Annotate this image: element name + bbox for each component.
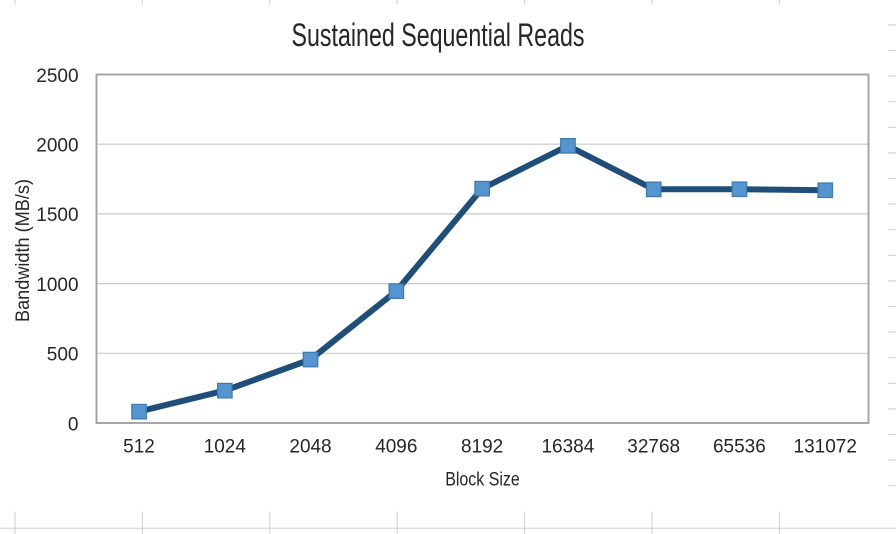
svg-text:2500: 2500 [36,65,78,87]
svg-text:Bandwidth (MB/s): Bandwidth (MB/s) [12,179,34,322]
svg-text:512: 512 [123,436,155,458]
svg-text:16384: 16384 [542,436,595,458]
svg-text:1000: 1000 [36,274,78,296]
svg-text:4096: 4096 [375,436,417,458]
svg-text:0: 0 [68,413,79,435]
svg-text:Block Size: Block Size [445,468,520,490]
svg-text:32768: 32768 [627,436,680,458]
svg-text:Sustained Sequential Reads: Sustained Sequential Reads [292,17,585,53]
svg-text:131072: 131072 [794,436,857,458]
svg-text:500: 500 [47,344,79,366]
svg-text:1500: 1500 [36,204,78,226]
svg-text:2048: 2048 [289,436,331,458]
svg-text:65536: 65536 [713,436,766,458]
svg-text:8192: 8192 [461,436,503,458]
svg-text:2000: 2000 [36,135,78,157]
svg-text:1024: 1024 [204,436,246,458]
